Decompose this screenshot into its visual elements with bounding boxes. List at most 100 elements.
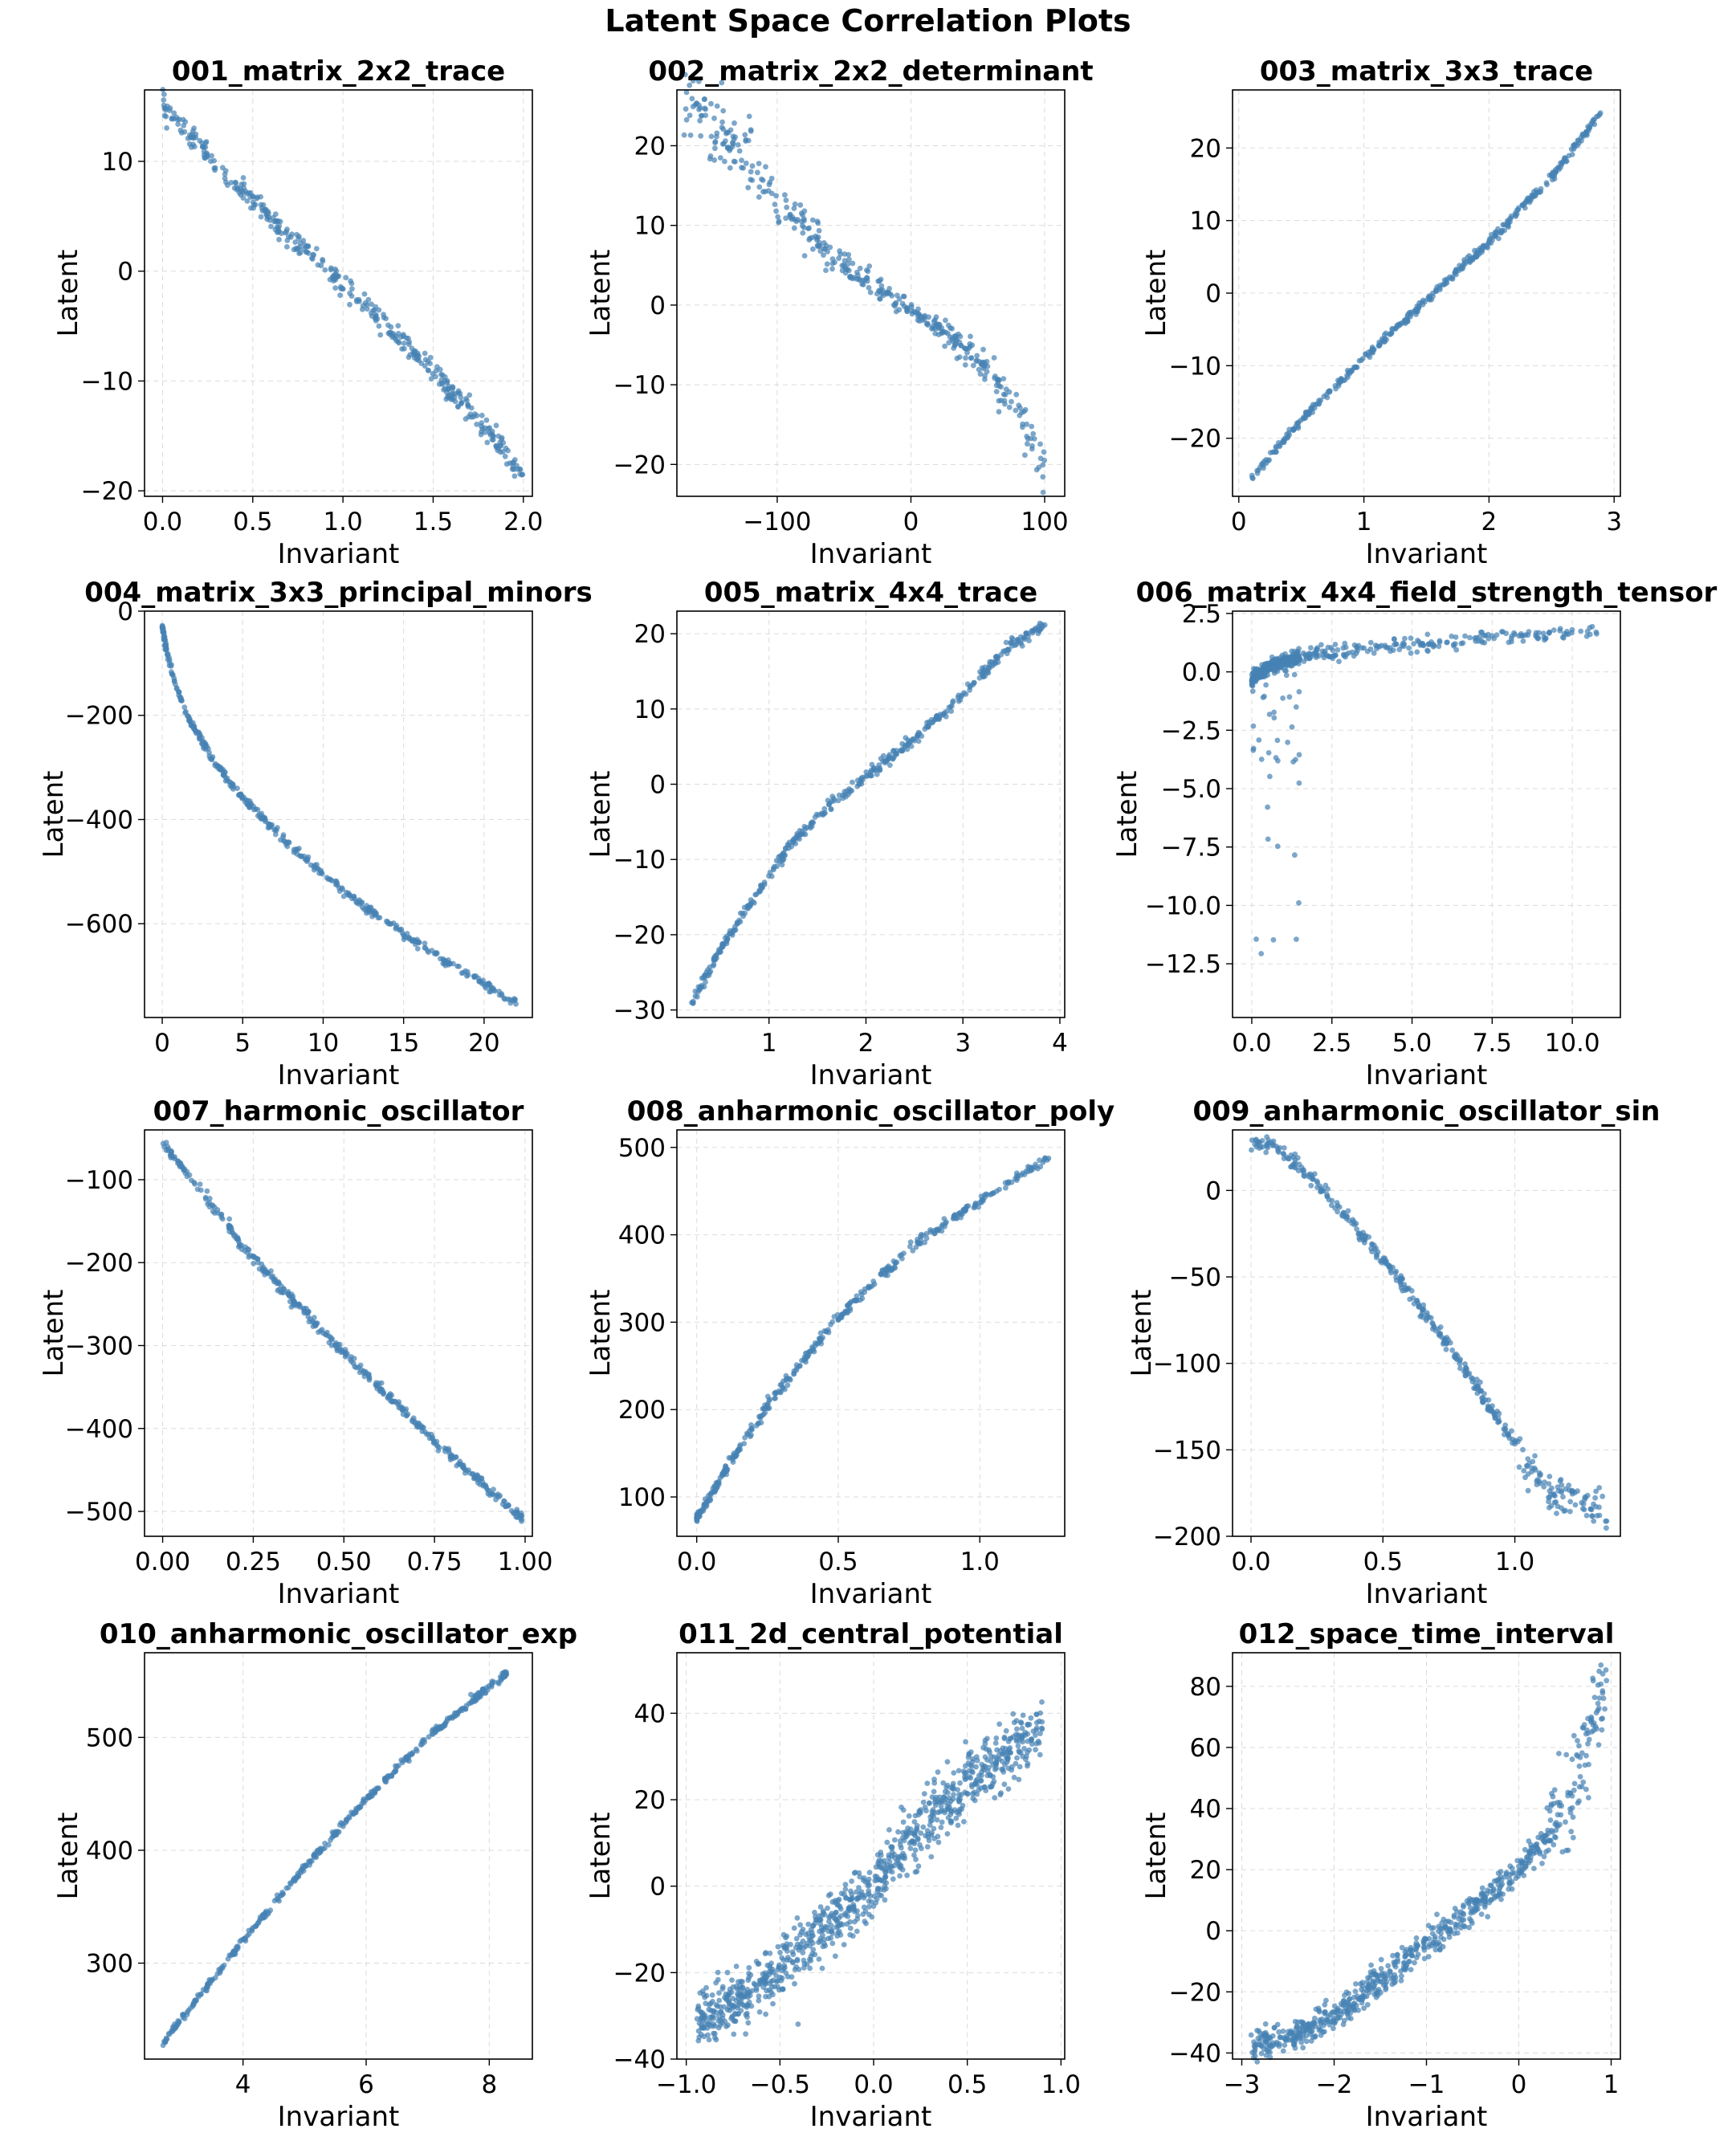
data-point [186,718,193,724]
data-point [758,885,764,891]
data-point [1017,405,1023,411]
data-point [496,989,502,994]
data-point [858,1291,865,1298]
scatter-series [694,1155,1052,1524]
data-point [826,1919,832,1925]
data-point [844,788,850,794]
data-point [271,827,278,833]
data-point [238,1242,245,1249]
y-axis-label: Latent [1126,1290,1158,1377]
data-point [456,964,462,969]
data-point [274,224,280,230]
data-point [793,1935,800,1942]
data-point [336,1829,342,1835]
data-point [748,127,754,133]
data-point [1571,142,1578,149]
data-point [342,1820,348,1826]
data-point [1449,1347,1456,1353]
data-point [1369,1249,1375,1254]
data-point [1009,1179,1015,1185]
data-point [1402,635,1408,642]
data-point [901,293,907,300]
data-point [414,350,421,357]
data-point [885,1272,890,1278]
data-point [511,473,518,479]
data-point [235,186,241,192]
data-point [1578,628,1584,634]
data-point [205,1981,210,1987]
data-point [422,350,428,357]
data-point [1439,1335,1445,1340]
y-axis-label: Latent [585,250,617,337]
data-point [805,1353,810,1360]
data-point [502,1669,508,1675]
data-point [935,1839,942,1845]
data-point [1512,210,1518,216]
data-point [1587,1506,1594,1512]
data-point [1008,1750,1013,1756]
data-point [1013,407,1019,414]
data-point [1010,1711,1017,1717]
data-point [349,286,355,292]
y-axis-label: Latent [1140,250,1172,337]
data-point [161,2038,167,2045]
data-point [912,1847,919,1853]
data-point [1522,1474,1528,1481]
x-tick-label: 1.00 [497,1548,552,1576]
data-point [866,263,873,269]
data-point [1406,645,1412,651]
data-point [263,1908,269,1915]
data-point [923,320,930,327]
x-tick-label: 5.0 [1392,1029,1432,1058]
data-point [227,779,234,785]
data-point [716,1997,723,2004]
data-point [707,2022,712,2029]
data-point [247,190,254,196]
data-point [900,1819,907,1825]
data-point [1033,626,1039,633]
data-point [199,140,206,146]
data-point [1005,1179,1011,1185]
subplot-title: 008_anharmonic_oscillator_poly [627,1095,1115,1128]
data-point [458,1707,464,1712]
data-point [1011,1774,1017,1780]
data-point [459,1464,466,1470]
data-point [915,738,922,744]
data-point [342,1353,348,1360]
data-point [279,1890,285,1895]
data-point [870,1278,877,1284]
data-point [467,392,473,398]
data-point [783,198,789,203]
data-point [505,447,511,454]
data-point [1423,1317,1429,1323]
data-point [184,2012,190,2018]
data-point [1346,650,1352,656]
data-point [1547,629,1553,635]
data-point [464,398,470,403]
data-point [1495,226,1501,232]
data-point [373,312,379,318]
data-point [289,231,295,237]
data-point [1532,1453,1538,1459]
data-point [512,997,518,1003]
x-tick-label: 1.0 [1495,1548,1534,1576]
data-point [931,1836,938,1841]
data-point [1436,639,1443,645]
data-point [308,1316,314,1322]
data-point [465,972,471,978]
data-point [470,1470,476,1477]
data-point [1337,378,1343,384]
data-point [723,1463,728,1469]
data-point [971,1789,977,1796]
data-point [749,163,756,169]
data-point [1379,1258,1385,1264]
x-tick-label: 5 [234,1029,251,1058]
data-point [1037,1164,1044,1170]
y-tick-label: 100 [618,1483,666,1512]
data-point [897,1873,903,1879]
data-point [442,377,448,384]
data-point [210,754,216,760]
data-point [419,1741,426,1747]
data-point [715,1478,722,1485]
data-point [1406,1285,1412,1291]
